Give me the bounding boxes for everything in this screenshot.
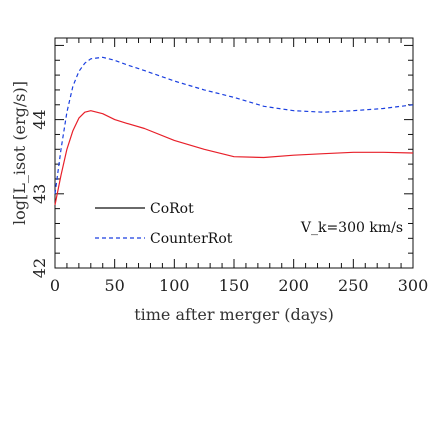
x-tick-label: 0 [50,276,60,295]
y-tick-label: 44 [30,109,49,129]
series-layer [54,56,414,206]
y-axis-title: log[L_isot (erg/s)] [10,81,29,225]
y-tick-label: 42 [30,258,49,278]
legend-label-counterrot: CounterRot [150,231,233,247]
legend: CoRot CounterRot [95,201,233,247]
x-tick-label: 100 [159,276,190,295]
series-line-corot [54,110,414,206]
axis-ticks [54,38,414,269]
x-tick-labels: 0 50 100 150 200 250 300 [50,276,428,295]
x-tick-label: 150 [219,276,250,295]
x-axis-title: time after merger (days) [134,305,334,324]
x-tick-label: 300 [398,276,429,295]
x-tick-label: 50 [104,276,124,295]
plot-area [54,37,414,269]
x-tick-label: 200 [278,276,309,295]
legend-label-corot: CoRot [150,201,194,217]
y-tick-labels: 42 43 44 [30,109,49,278]
series-line-counterrot [54,56,414,194]
kick-velocity-annotation: V_k=300 km/s [300,220,403,236]
x-tick-label: 250 [338,276,369,295]
y-tick-label: 43 [30,184,49,204]
